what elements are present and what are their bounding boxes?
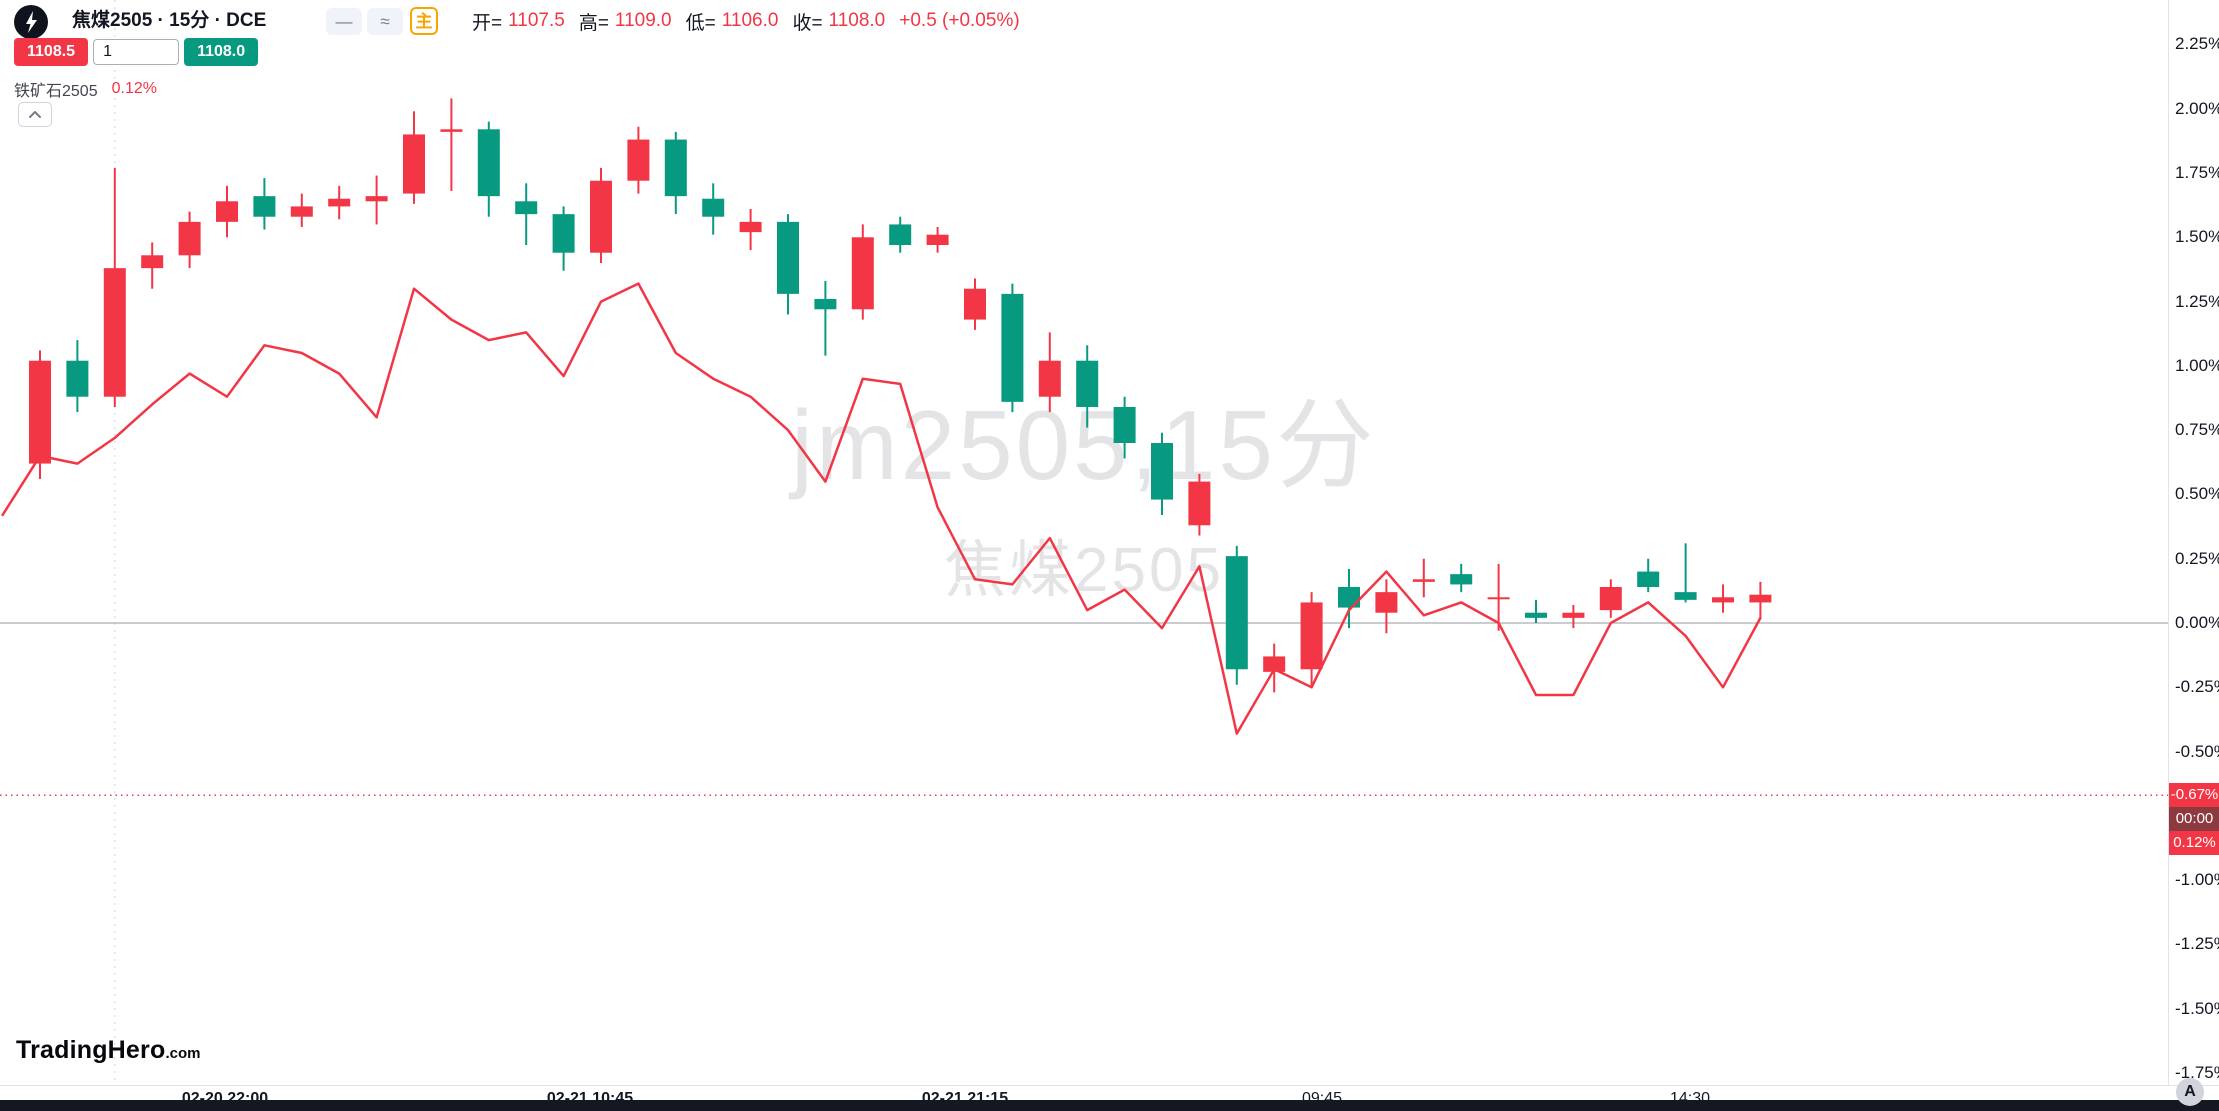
ohlc-readout: 开= 1107.5 高= 1109.0 低= 1106.0 收= 1108.0 +0.5… (464, 6, 1020, 36)
quantity-input[interactable] (93, 39, 180, 65)
brand-name: TradingHero (16, 1036, 166, 1064)
compare-icon[interactable]: ≈ (367, 8, 403, 35)
close-label: 收= (792, 12, 823, 34)
low-value: 1106.0 (721, 10, 779, 31)
legend-collapse-button[interactable] (18, 102, 52, 127)
price-scale-label: 1.75% (2175, 163, 2219, 182)
marker-price-label: -0.67% (2169, 783, 2219, 808)
price-scale-label: 2.25% (2175, 34, 2219, 54)
accessibility-button[interactable]: A (2176, 1078, 2204, 1106)
candles-series[interactable] (29, 98, 1772, 693)
overlay-symbol-label: 铁矿石2505 (14, 83, 98, 100)
price-scale[interactable]: -0.67% 00:00 0.12% 2.25% 2.00% 1.75% 1.50% 1… (2168, 0, 2219, 1085)
high-label: 高= (578, 12, 609, 34)
open-label: 开= (472, 12, 503, 34)
marker-secondary-label: 0.12% (2169, 831, 2219, 856)
high-value: 1109.0 (614, 10, 672, 31)
buy-price-button[interactable]: 1108.0 (184, 38, 259, 66)
brand-suffix: .com (165, 1045, 201, 1062)
price-scale-label: 1.00% (2175, 355, 2219, 375)
price-scale-label: -1.75% (2175, 1062, 2219, 1082)
price-scale-label: 1.25% (2175, 291, 2219, 311)
brand-logo: TradingHero .com (16, 1036, 200, 1065)
symbol-logo-icon (14, 5, 48, 39)
hide-indicator-icon[interactable]: — (326, 8, 362, 35)
price-scale-label: -0.25% (2175, 677, 2219, 697)
main-contract-badge[interactable]: 主 (410, 7, 438, 35)
overlay-change-value: 0.12% (111, 80, 157, 97)
close-value: 1108.0 (828, 10, 886, 31)
change-value: +0.5 (+0.05%) (899, 10, 1020, 31)
trade-panel: 1108.5 1108.0 (14, 38, 259, 66)
price-scale-label: 0.50% (2175, 484, 2219, 504)
low-label: 低= (685, 12, 716, 34)
lightning-icon (26, 11, 37, 33)
price-scale-label: 0.00% (2175, 613, 2219, 632)
price-scale-label: 1.50% (2175, 227, 2219, 247)
chevron-up-icon (29, 110, 41, 118)
price-scale-label: -1.50% (2175, 998, 2219, 1018)
overlay-series-legend[interactable]: 铁矿石2505 0.12% (14, 78, 157, 100)
bottom-toolbar-collapsed (0, 1100, 2219, 1111)
price-scale-label: 0.75% (2175, 420, 2219, 440)
symbol-title[interactable]: 焦煤2505 · 15分 · DCE (72, 10, 267, 31)
price-scale-label: -1.00% (2175, 870, 2219, 890)
price-scale-label: 0.25% (2175, 548, 2219, 568)
open-value: 1107.5 (508, 10, 565, 31)
price-scale-label: 2.00% (2175, 98, 2219, 118)
sell-price-button[interactable]: 1108.5 (14, 38, 89, 66)
overlay-last-value-marker: -0.67% 00:00 0.12% (2169, 783, 2219, 856)
price-scale-label: -0.50% (2175, 741, 2219, 761)
marker-countdown-label: 00:00 (2169, 807, 2219, 832)
overlay-line-series[interactable] (1, 282, 1762, 735)
price-scale-label: -1.25% (2175, 934, 2219, 954)
